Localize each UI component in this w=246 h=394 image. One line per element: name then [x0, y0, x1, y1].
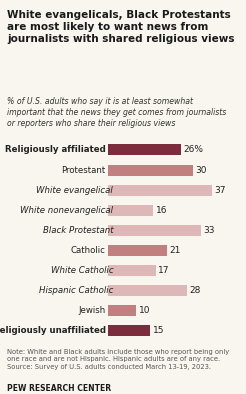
Text: Black Protestant: Black Protestant: [43, 226, 113, 235]
Text: 30: 30: [195, 165, 206, 175]
Bar: [108, 145, 181, 156]
Text: 16: 16: [155, 206, 167, 215]
Bar: [108, 325, 150, 336]
Text: Hispanic Catholic: Hispanic Catholic: [39, 286, 113, 295]
Text: Protestant: Protestant: [62, 165, 106, 175]
Bar: [108, 245, 167, 256]
Text: 33: 33: [203, 226, 215, 235]
Text: 37: 37: [215, 186, 226, 195]
Text: Note: White and Black adults include those who report being only
one race and ar: Note: White and Black adults include tho…: [7, 349, 230, 370]
Bar: [108, 265, 156, 276]
Bar: [108, 285, 187, 296]
Text: White evangelical: White evangelical: [36, 186, 113, 195]
Text: White evangelicals, Black Protestants
are most likely to want news from
journali: White evangelicals, Black Protestants ar…: [7, 10, 235, 44]
Text: 15: 15: [153, 326, 164, 335]
Bar: [108, 165, 193, 176]
Text: 26%: 26%: [184, 145, 204, 154]
Bar: [108, 305, 136, 316]
Text: Catholic: Catholic: [71, 246, 106, 255]
Text: 10: 10: [138, 306, 150, 315]
Text: White nonevangelical: White nonevangelical: [20, 206, 113, 215]
Text: Jewish: Jewish: [78, 306, 106, 315]
Text: Religiously affiliated: Religiously affiliated: [5, 145, 106, 154]
Text: 21: 21: [169, 246, 181, 255]
Text: 17: 17: [158, 266, 170, 275]
Bar: [108, 205, 153, 216]
Text: Religiously unaffiliated: Religiously unaffiliated: [0, 326, 106, 335]
Bar: [108, 185, 212, 196]
Bar: [108, 225, 201, 236]
Text: % of U.S. adults who say it is at least somewhat
important that the news they ge: % of U.S. adults who say it is at least …: [7, 97, 227, 128]
Text: PEW RESEARCH CENTER: PEW RESEARCH CENTER: [7, 384, 111, 393]
Text: White Catholic: White Catholic: [50, 266, 113, 275]
Text: 28: 28: [189, 286, 200, 295]
